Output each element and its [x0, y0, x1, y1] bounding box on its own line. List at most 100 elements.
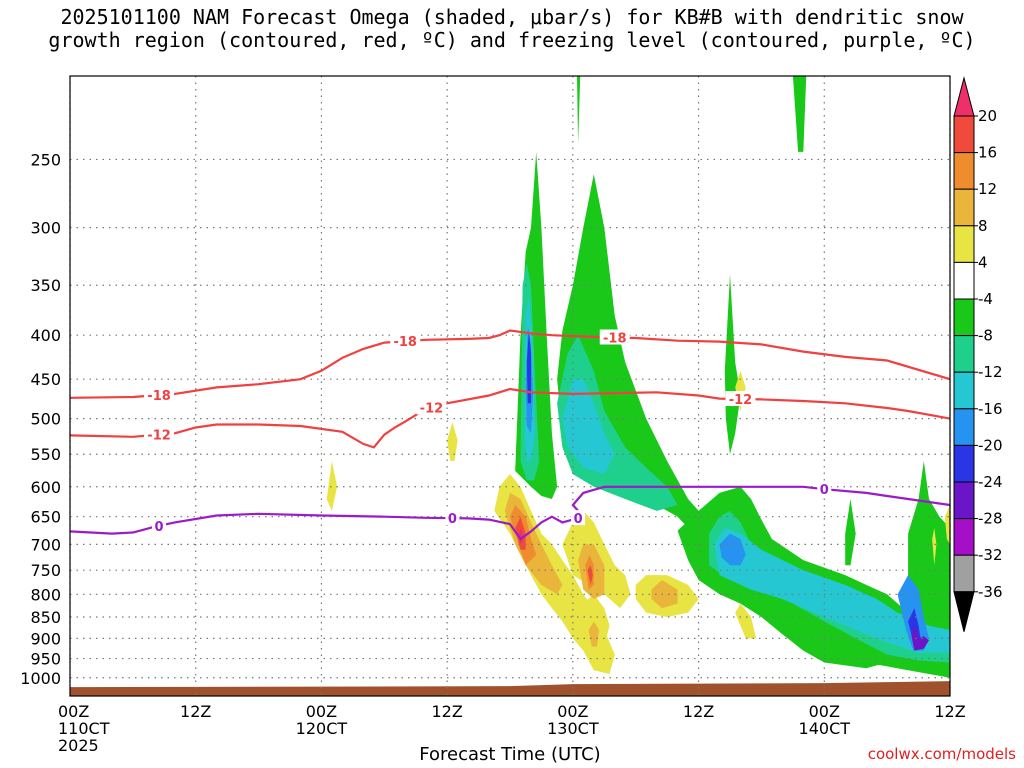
contour-label-bg	[152, 517, 167, 533]
colorbar-swatch	[953, 554, 975, 593]
contour--18	[70, 329, 950, 399]
contour-label-bg	[445, 510, 460, 526]
omega-region	[735, 603, 757, 639]
contour-label: 0	[448, 512, 457, 527]
y-tick-label: 500	[30, 410, 61, 429]
omega-region	[588, 621, 599, 647]
colorbar-label: -4	[978, 290, 993, 308]
y-tick-label: 350	[30, 276, 61, 295]
contour-label-bg	[817, 481, 832, 497]
contour-label-bg	[416, 399, 447, 415]
colorbar-swatch	[953, 188, 975, 227]
x-tick-label: 00Z	[58, 702, 89, 721]
colorbar-bottom-arrow	[953, 591, 975, 632]
y-tick-label: 800	[30, 585, 61, 604]
colorbar-label: 16	[978, 144, 997, 162]
y-tick-label: 250	[30, 150, 61, 169]
omega-region	[735, 370, 746, 411]
omega-region	[577, 76, 581, 145]
title-line-2: growth region (contoured, red, ºC) and f…	[48, 28, 976, 52]
colorbar-label: -36	[978, 583, 1003, 601]
colorbar-label: -8	[978, 327, 993, 345]
contour-label: -12	[147, 429, 171, 444]
contour-lines	[70, 329, 950, 541]
contour-label: -18	[603, 331, 627, 346]
omega-region	[792, 76, 807, 152]
x-tick-label: 00Z	[306, 702, 337, 721]
colorbar-label: 20	[978, 107, 997, 125]
colorbar: 20 16 12 8 4 -4 -8 -12 -16 -20 -24 -28 -32 -36	[953, 76, 1003, 632]
colorbar-label: -24	[978, 473, 1003, 491]
y-tick-label: 650	[30, 508, 61, 527]
title-line-1: 2025101100 NAM Forecast Omega (shaded, μ…	[60, 5, 964, 29]
omega-shading	[326, 76, 950, 678]
colorbar-label: -16	[978, 400, 1003, 418]
colorbar-label: -20	[978, 436, 1003, 454]
omega-region	[719, 533, 746, 566]
x-tick-label: 2025	[58, 736, 99, 755]
omega-region	[911, 625, 929, 651]
contour-label: 0	[574, 512, 583, 527]
colorbar-label: -12	[978, 363, 1003, 381]
y-tick-label: 900	[30, 629, 61, 648]
contour-label-bg	[390, 333, 421, 349]
colorbar-swatch	[953, 408, 975, 446]
plot-frame	[69, 75, 951, 697]
omega-region	[651, 580, 678, 609]
y-tick-label: 850	[30, 608, 61, 627]
omega-region	[526, 330, 531, 404]
colorbar-swatch	[953, 481, 975, 520]
y-tick-label: 600	[30, 478, 61, 497]
x-tick-label: 140CT	[799, 719, 851, 738]
colorbar-swatch	[953, 335, 975, 373]
credit-text: coolwx.com/models	[867, 745, 1016, 763]
omega-region	[944, 505, 950, 545]
contour-label-bg	[599, 329, 630, 345]
y-tick-label: 550	[30, 445, 61, 464]
y-tick-label: 1000	[20, 669, 61, 688]
contour-label: 0	[155, 520, 164, 535]
colorbar-swatch	[953, 298, 975, 337]
y-tick-label: 300	[30, 219, 61, 238]
y-tick-label: 750	[30, 561, 61, 580]
y-tick-label: 450	[30, 370, 61, 389]
colorbar-label: 12	[978, 180, 997, 198]
colorbar-label: -28	[978, 510, 1003, 528]
x-tick-label: 12Z	[683, 702, 714, 721]
x-tick-label: 12Z	[180, 702, 211, 721]
colorbar-swatch	[953, 261, 975, 300]
contour-label: -12	[729, 393, 753, 408]
x-tick-label: 12Z	[431, 702, 462, 721]
colorbar-swatch	[953, 518, 975, 556]
omega-region	[724, 274, 741, 455]
x-tick-label: 00Z	[557, 702, 588, 721]
contour-label: 0	[820, 483, 829, 498]
contour-0	[70, 485, 950, 541]
colorbar-label: 8	[978, 217, 988, 235]
x-tick-label: 00Z	[809, 702, 840, 721]
omega-region	[447, 422, 458, 461]
colorbar-swatch	[953, 225, 975, 263]
x-tick-label: 120CT	[296, 719, 348, 738]
contour-label-bg	[144, 387, 175, 403]
colorbar-swatch	[953, 115, 975, 154]
x-tick-label: 12Z	[934, 702, 965, 721]
y-tick-label: 700	[30, 535, 61, 554]
contour-label: -18	[393, 335, 417, 350]
y-tick-label: 400	[30, 326, 61, 345]
omega-region	[714, 528, 950, 653]
colorbar-swatch	[953, 371, 975, 410]
x-tick-label: 110CT	[58, 719, 110, 738]
terrain-layer	[70, 681, 950, 696]
contour-label-bg	[571, 510, 586, 526]
x-tick-label: 130CT	[547, 719, 599, 738]
contour-label-bg	[144, 426, 175, 442]
y-tick-label: 950	[30, 650, 61, 669]
omega-region	[932, 528, 937, 566]
colorbar-swatch	[953, 152, 975, 190]
omega-region	[845, 499, 856, 566]
contour-label: -12	[420, 401, 444, 416]
contour-label: -18	[147, 389, 171, 404]
